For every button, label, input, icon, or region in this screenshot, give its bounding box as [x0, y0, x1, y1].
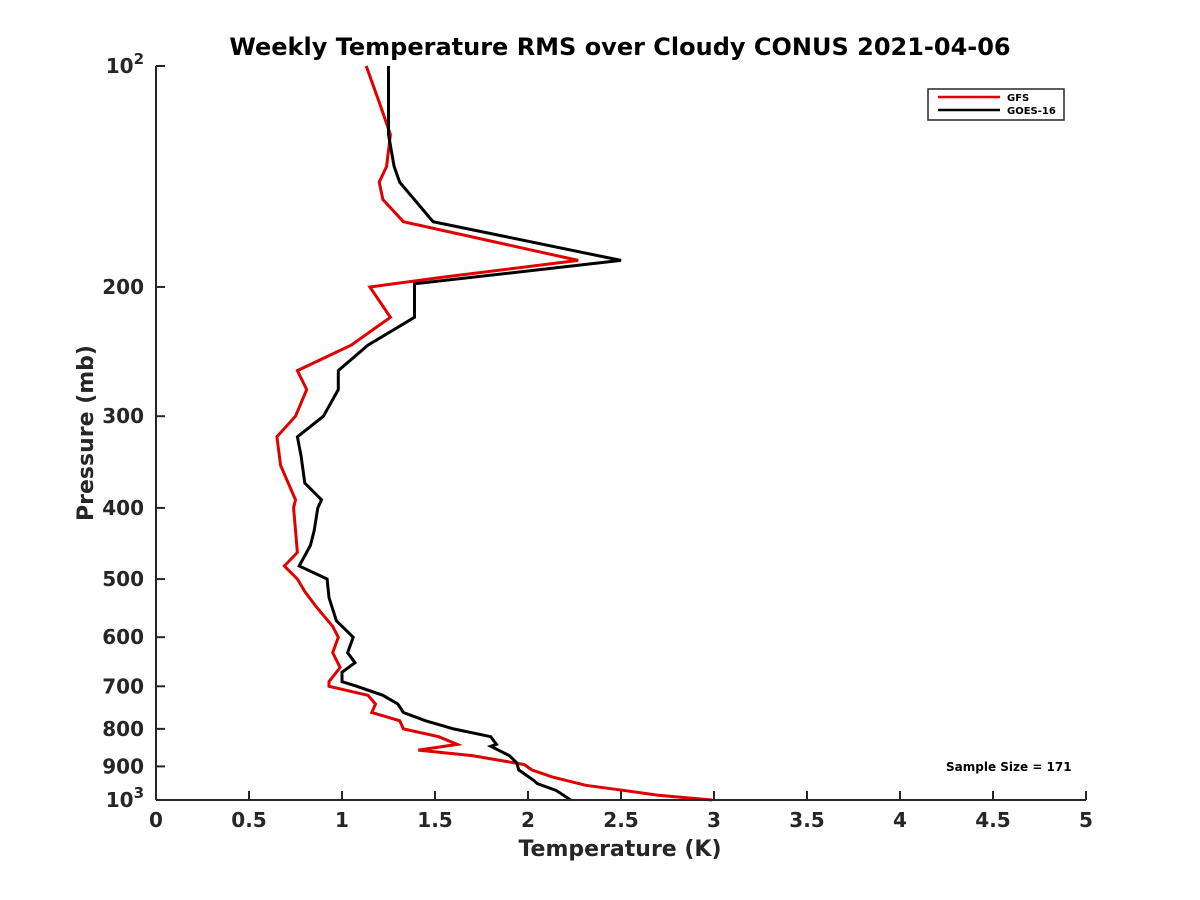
x-tick-label: 2.5 — [603, 808, 638, 832]
x-tick-label: 2 — [521, 808, 535, 832]
series-layer — [275, 65, 713, 802]
y-tick-label: 900 — [102, 754, 144, 778]
x-tick-label: 3.5 — [789, 808, 824, 832]
y-tick-label: 700 — [102, 674, 144, 698]
y-tick-label: 300 — [102, 404, 144, 428]
legend-label-gfs: GFS — [1007, 93, 1029, 104]
x-tick-label: 4.5 — [975, 808, 1010, 832]
x-tick-label: 3 — [707, 808, 721, 832]
x-tick-label: 5 — [1079, 808, 1093, 832]
plot-area: 0 0.5 1 1.5 2 2.5 3 3.5 4 4.5 5 102 200 300 400 500 600… — [102, 50, 1093, 832]
x-tick-label: 0 — [149, 808, 163, 832]
y-tick-label: 800 — [102, 717, 144, 741]
legend-label-goes16: GOES-16 — [1007, 106, 1056, 117]
y-tick-label: 103 — [106, 784, 144, 812]
legend: GFS GOES-16 — [927, 88, 1065, 121]
series-line-gfs — [275, 65, 713, 802]
x-tick-label: 4 — [893, 808, 907, 832]
legend-box — [927, 88, 1065, 121]
x-tick-label: 0.5 — [231, 808, 266, 832]
x-ticks: 0 0.5 1 1.5 2 2.5 3 3.5 4 4.5 5 — [149, 791, 1093, 832]
x-axis-label: Temperature (K) — [518, 837, 721, 862]
x-tick-label: 1.5 — [417, 808, 452, 832]
y-tick-label: 600 — [102, 625, 144, 649]
x-tick-label: 1 — [335, 808, 349, 832]
y-tick-label: 102 — [106, 50, 144, 78]
y-tick-label: 200 — [102, 275, 144, 299]
y-axis-label: Pressure (mb) — [74, 345, 99, 521]
y-tick-label: 400 — [102, 496, 144, 520]
y-tick-label: 500 — [102, 567, 144, 591]
y-ticks: 102 200 300 400 500 600 700 800 900 103 — [102, 50, 165, 812]
chart-title: Weekly Temperature RMS over Cloudy CONUS… — [229, 33, 1010, 61]
sample-size-annotation: Sample Size = 171 — [946, 760, 1072, 774]
series-line-goes16 — [295, 66, 622, 802]
